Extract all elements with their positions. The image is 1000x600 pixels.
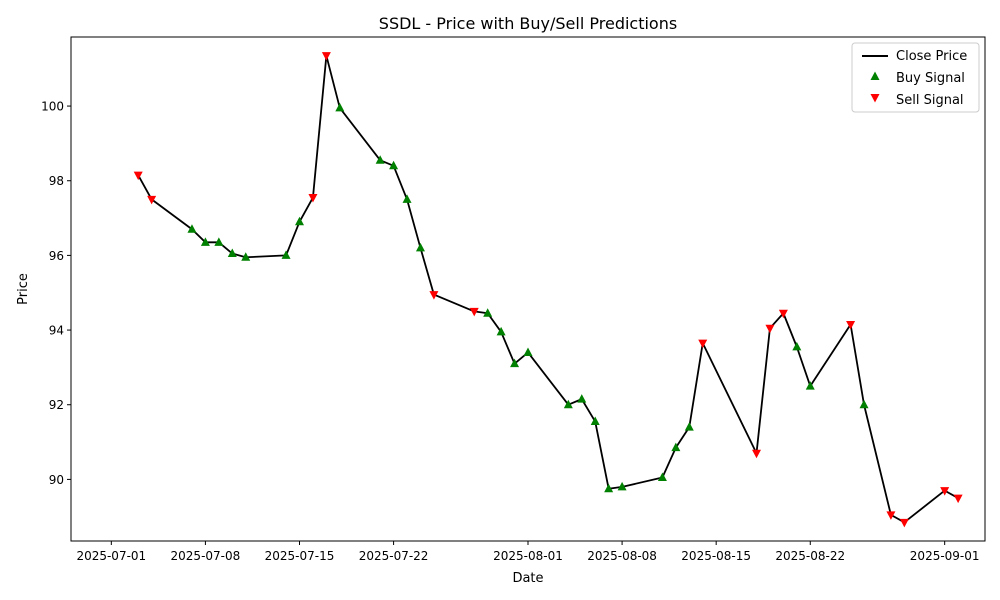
x-tick-label: 2025-08-15	[681, 549, 751, 563]
sell-signal-marker	[308, 194, 318, 203]
sell-signal-marker	[899, 518, 909, 528]
x-tick-label: 2025-07-08	[171, 549, 241, 563]
x-tick-label: 2025-08-01	[493, 549, 563, 563]
sell-signal-marker	[886, 511, 896, 520]
x-tick-label: 2025-07-15	[265, 549, 335, 563]
sell-signal-marker	[147, 195, 157, 205]
legend-buy-signal-marker	[870, 71, 880, 80]
legend-sell-signal-label: Sell Signal	[896, 93, 964, 108]
legend-buy-signal-label: Buy Signal	[896, 71, 965, 86]
buy-signal-marker	[792, 341, 802, 351]
sell-signal-marker	[321, 52, 331, 61]
sell-signal-marker	[765, 324, 775, 334]
sell-signal-marker	[778, 309, 788, 319]
buy-signal-marker	[684, 422, 694, 431]
buy-signal-marker	[335, 102, 345, 112]
buy-signal-marker	[617, 481, 627, 491]
buy-signal-marker	[805, 381, 815, 390]
buy-signal-marker	[496, 326, 506, 336]
x-tick-label: 2025-08-22	[775, 549, 845, 563]
buy-signal-marker	[389, 160, 399, 170]
sell-signal-marker	[953, 494, 963, 504]
buy-signal-marker	[227, 248, 237, 258]
sell-signal-marker	[698, 339, 708, 349]
y-tick-label: 98	[49, 174, 64, 188]
buy-signal-marker	[415, 242, 425, 252]
buy-signal-marker	[577, 394, 587, 403]
plot-area	[133, 52, 963, 528]
sell-signal-marker	[469, 307, 479, 317]
buy-signal-marker	[281, 250, 291, 259]
legend-sell-signal-marker	[870, 94, 880, 103]
y-axis: 90 92 94 96 98 100	[41, 100, 71, 487]
buy-signal-marker	[241, 252, 251, 261]
buy-signal-marker	[295, 216, 304, 226]
buy-signal-marker	[671, 442, 681, 452]
legend-close-price-label: Close Price	[896, 49, 967, 64]
buy-signal-marker	[375, 155, 385, 164]
sell-signal-marker	[846, 320, 856, 330]
y-axis-title: Price	[16, 273, 31, 305]
y-tick-label: 92	[49, 398, 64, 412]
x-tick-label: 2025-09-01	[910, 549, 980, 563]
x-tick-label: 2025-08-08	[587, 549, 657, 563]
buy-signal-marker	[187, 224, 197, 233]
buy-signal-marker	[657, 472, 667, 482]
sell-signal-marker	[752, 449, 761, 459]
sell-signal-marker	[429, 291, 439, 300]
sell-signal-marker	[133, 171, 143, 181]
close-price-line	[137, 54, 959, 524]
y-tick-label: 94	[49, 324, 64, 338]
buy-signal-marker	[200, 237, 210, 246]
buy-signal-marker	[859, 399, 869, 409]
chart-title: SSDL - Price with Buy/Sell Predictions	[379, 14, 677, 33]
x-tick-label: 2025-07-01	[76, 549, 146, 563]
buy-signal-marker	[402, 194, 412, 203]
buy-signal-marker	[510, 358, 520, 368]
buy-signal-marker	[483, 308, 493, 317]
y-tick-label: 96	[49, 249, 64, 263]
y-tick-label: 100	[41, 100, 64, 114]
x-tick-label: 2025-07-22	[359, 549, 429, 563]
buy-signal-marker	[214, 237, 224, 246]
buy-signal-marker	[604, 483, 614, 493]
buy-signal-marker	[563, 399, 573, 409]
y-tick-label: 90	[49, 473, 64, 487]
sell-signal-marker	[940, 487, 950, 496]
buy-signal-marker	[523, 347, 533, 356]
legend: Close Price Buy Signal Sell Signal	[851, 42, 980, 113]
x-axis: 2025-07-01 2025-07-08 2025-07-15 2025-07-22…	[76, 541, 980, 563]
x-axis-title: Date	[512, 571, 543, 586]
legend-box	[851, 42, 980, 113]
buy-signal-marker	[590, 416, 600, 426]
